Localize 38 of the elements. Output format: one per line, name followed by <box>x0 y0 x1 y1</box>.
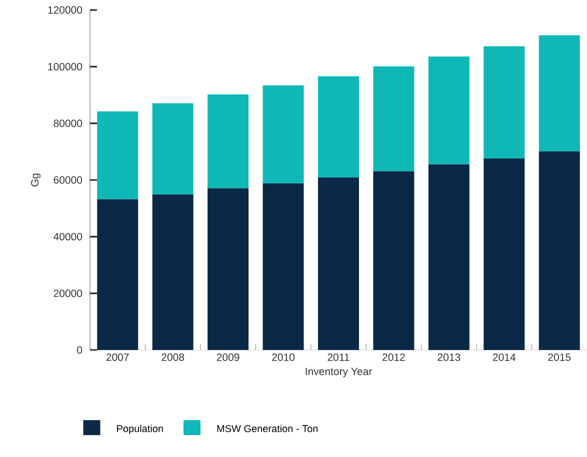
bar <box>262 183 304 350</box>
bar <box>97 199 138 350</box>
bar <box>152 103 194 194</box>
bar <box>373 66 414 172</box>
y-axis-title: Gg <box>31 174 41 186</box>
y-tick-label: 20000 <box>54 290 82 298</box>
bar <box>152 194 194 350</box>
y-tick-label: 100000 <box>48 62 82 70</box>
y-tick-label: 0 <box>77 346 82 354</box>
bar <box>428 56 470 164</box>
legend-label: MSW Generation - Ton <box>217 424 318 432</box>
y-tick-label: 40000 <box>54 232 82 240</box>
bar <box>373 171 414 350</box>
x-tick-label: 2008 <box>162 354 184 361</box>
bar <box>538 35 580 152</box>
x-tick-label: 2013 <box>438 354 460 361</box>
bar <box>208 188 249 350</box>
x-tick-label: 2012 <box>382 354 405 361</box>
bar <box>538 151 580 350</box>
bar <box>484 158 525 350</box>
x-tick-label: 2011 <box>328 354 350 361</box>
bar <box>484 46 525 158</box>
y-tick-label: 120000 <box>48 6 82 14</box>
bar <box>428 164 470 350</box>
bar <box>318 76 359 178</box>
bar <box>262 85 304 184</box>
y-tick-label: 60000 <box>54 176 82 184</box>
bar <box>208 94 249 188</box>
bar <box>318 177 359 350</box>
x-tick-label: 2015 <box>548 354 571 361</box>
x-tick-label: 2009 <box>216 354 240 361</box>
x-tick-label: 2010 <box>272 354 295 361</box>
bar <box>97 111 138 200</box>
legend-label: Population <box>117 424 163 434</box>
x-tick-label: 2014 <box>493 354 516 361</box>
y-tick-label: 80000 <box>54 120 82 128</box>
x-axis-title: Inventory Year <box>306 368 372 378</box>
x-tick-label: 2007 <box>106 354 129 361</box>
